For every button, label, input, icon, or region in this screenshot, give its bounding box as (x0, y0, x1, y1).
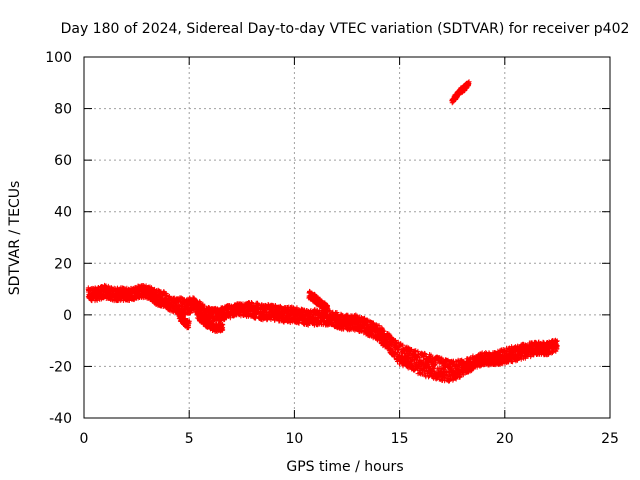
data-point (186, 320, 192, 326)
y-tick-label: 100 (45, 50, 72, 66)
data-point (466, 82, 472, 88)
data-point (220, 322, 226, 328)
y-tick-label: 80 (54, 102, 72, 118)
ticks-layer: 0 5 10 15 20 25 -40 -20 0 20 40 60 80 100 (45, 50, 619, 447)
data-point (510, 359, 516, 365)
y-tick-label: 40 (54, 205, 72, 221)
data-point (325, 308, 331, 314)
x-tick-label: 10 (285, 431, 303, 447)
data-point (554, 343, 560, 349)
data-point (365, 320, 371, 326)
data-point (371, 320, 377, 326)
data-point (554, 338, 560, 344)
x-axis-label: GPS time / hours (286, 459, 403, 475)
data-point (411, 368, 417, 374)
x-tick-label: 0 (80, 431, 89, 447)
data-point (553, 344, 559, 350)
x-tick-label: 15 (391, 431, 409, 447)
data-point (186, 325, 192, 331)
data-point (549, 350, 555, 356)
x-tick-label: 20 (496, 431, 514, 447)
data-point (219, 326, 225, 332)
chart-title: Day 180 of 2024, Sidereal Day-to-day VTE… (61, 21, 630, 37)
y-tick-label: -40 (49, 411, 72, 427)
series-main-track (85, 282, 560, 384)
data-point (457, 373, 463, 379)
data-point (415, 348, 421, 354)
x-tick-label: 25 (601, 431, 619, 447)
data-point (413, 348, 419, 354)
data-point (554, 338, 560, 344)
data-point (408, 347, 414, 353)
data-point (220, 327, 226, 333)
series-high-branch (306, 288, 331, 314)
series-dip-branch-2 (194, 309, 226, 334)
y-tick-label: 60 (54, 153, 72, 169)
points-layer (85, 79, 560, 384)
data-point (422, 351, 428, 357)
data-point (381, 328, 387, 334)
series-isolated-arc (449, 79, 472, 106)
data-point (347, 327, 353, 333)
x-tick-label: 5 (185, 431, 194, 447)
y-tick-label: 0 (63, 308, 72, 324)
data-point (417, 355, 423, 361)
data-point (436, 355, 442, 361)
plot-frame (83, 56, 611, 419)
data-point (376, 323, 382, 329)
y-tick-label: 20 (54, 256, 72, 272)
y-axis-label: SDTVAR / TECUs (7, 181, 23, 296)
series-dip-branch (173, 303, 192, 331)
data-point (394, 344, 400, 350)
grid-layer (84, 57, 610, 418)
data-point (324, 303, 330, 309)
y-tick-label: -20 (49, 359, 72, 375)
data-point (553, 348, 559, 354)
